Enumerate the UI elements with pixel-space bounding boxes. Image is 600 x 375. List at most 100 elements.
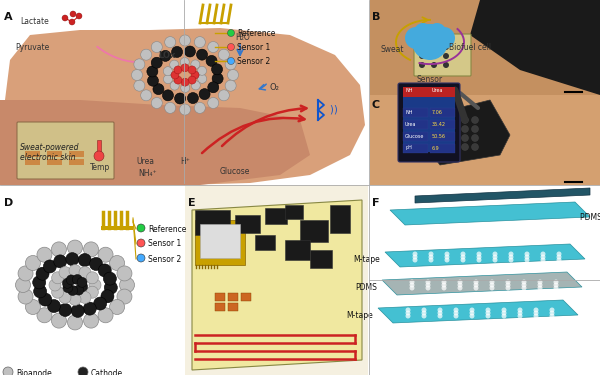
- Text: H⁺: H⁺: [180, 158, 190, 166]
- Bar: [241, 293, 251, 301]
- Circle shape: [452, 144, 458, 150]
- Bar: [185, 185, 368, 375]
- Circle shape: [538, 282, 542, 288]
- Circle shape: [77, 282, 88, 292]
- Text: Urea: Urea: [136, 158, 154, 166]
- Circle shape: [476, 252, 482, 257]
- Bar: [370, 0, 600, 95]
- Circle shape: [452, 126, 458, 132]
- Bar: [69, 151, 84, 157]
- Text: Sensor 2: Sensor 2: [237, 57, 270, 66]
- Circle shape: [43, 260, 56, 273]
- Circle shape: [476, 258, 482, 262]
- Circle shape: [442, 282, 446, 288]
- Circle shape: [208, 42, 219, 53]
- Circle shape: [541, 255, 545, 260]
- Text: H₂O: H₂O: [235, 33, 250, 42]
- Text: LOx: LOx: [158, 51, 175, 60]
- Bar: [370, 95, 600, 185]
- Text: ): ): [333, 105, 337, 115]
- FancyBboxPatch shape: [398, 83, 460, 162]
- Circle shape: [86, 272, 98, 284]
- Circle shape: [406, 310, 410, 315]
- Circle shape: [428, 258, 433, 262]
- Circle shape: [454, 310, 458, 315]
- Text: Reference: Reference: [237, 30, 275, 39]
- Circle shape: [458, 282, 463, 288]
- Circle shape: [517, 310, 523, 315]
- Text: Temp: Temp: [90, 164, 110, 172]
- Bar: [403, 87, 429, 97]
- Circle shape: [461, 144, 469, 150]
- Circle shape: [191, 60, 200, 69]
- Circle shape: [419, 44, 425, 50]
- Circle shape: [472, 117, 479, 123]
- Circle shape: [445, 255, 449, 260]
- Circle shape: [458, 285, 463, 291]
- Circle shape: [83, 242, 98, 257]
- Text: Pyruvate: Pyruvate: [15, 44, 49, 52]
- Circle shape: [18, 289, 33, 304]
- Circle shape: [554, 279, 559, 285]
- Circle shape: [550, 314, 554, 318]
- Circle shape: [541, 252, 545, 257]
- Polygon shape: [390, 202, 590, 225]
- Circle shape: [461, 126, 469, 132]
- Circle shape: [505, 279, 511, 285]
- Circle shape: [461, 117, 469, 123]
- Polygon shape: [470, 0, 600, 95]
- Circle shape: [101, 290, 114, 303]
- Circle shape: [174, 66, 182, 74]
- Circle shape: [445, 258, 449, 262]
- Bar: [0, 185, 183, 375]
- Circle shape: [194, 102, 205, 113]
- Circle shape: [62, 15, 68, 21]
- Circle shape: [419, 53, 425, 59]
- Circle shape: [110, 300, 125, 315]
- Circle shape: [32, 276, 46, 289]
- Bar: [403, 132, 428, 141]
- Circle shape: [541, 258, 545, 262]
- Circle shape: [431, 135, 439, 141]
- Circle shape: [533, 314, 539, 318]
- Text: pH: pH: [405, 146, 412, 150]
- Circle shape: [428, 252, 433, 257]
- Circle shape: [509, 258, 514, 262]
- Circle shape: [16, 278, 31, 292]
- Bar: [330, 205, 350, 233]
- Text: Sensor 1: Sensor 1: [237, 44, 270, 52]
- Text: F: F: [372, 198, 380, 208]
- Circle shape: [502, 314, 506, 318]
- Circle shape: [137, 224, 145, 232]
- Circle shape: [493, 255, 497, 260]
- Circle shape: [557, 252, 562, 257]
- Text: Bioanode: Bioanode: [16, 369, 52, 375]
- Circle shape: [104, 281, 118, 294]
- Circle shape: [421, 308, 427, 312]
- Circle shape: [171, 71, 179, 79]
- Circle shape: [521, 279, 527, 285]
- Circle shape: [227, 44, 235, 51]
- Circle shape: [493, 258, 497, 262]
- Circle shape: [461, 258, 466, 262]
- Bar: [310, 250, 332, 268]
- Circle shape: [66, 275, 76, 285]
- Text: 6.9: 6.9: [432, 146, 440, 150]
- Circle shape: [69, 19, 75, 25]
- Circle shape: [98, 264, 111, 277]
- Circle shape: [225, 59, 236, 70]
- Circle shape: [52, 286, 64, 298]
- Circle shape: [79, 291, 91, 303]
- Circle shape: [554, 282, 559, 288]
- Circle shape: [406, 308, 410, 312]
- Circle shape: [147, 66, 158, 77]
- Circle shape: [140, 90, 152, 101]
- Polygon shape: [378, 300, 578, 323]
- Circle shape: [442, 285, 446, 291]
- Text: NH: NH: [405, 110, 413, 114]
- Circle shape: [431, 126, 439, 132]
- Circle shape: [137, 254, 145, 262]
- Circle shape: [517, 308, 523, 312]
- Circle shape: [151, 42, 162, 53]
- Circle shape: [34, 285, 47, 298]
